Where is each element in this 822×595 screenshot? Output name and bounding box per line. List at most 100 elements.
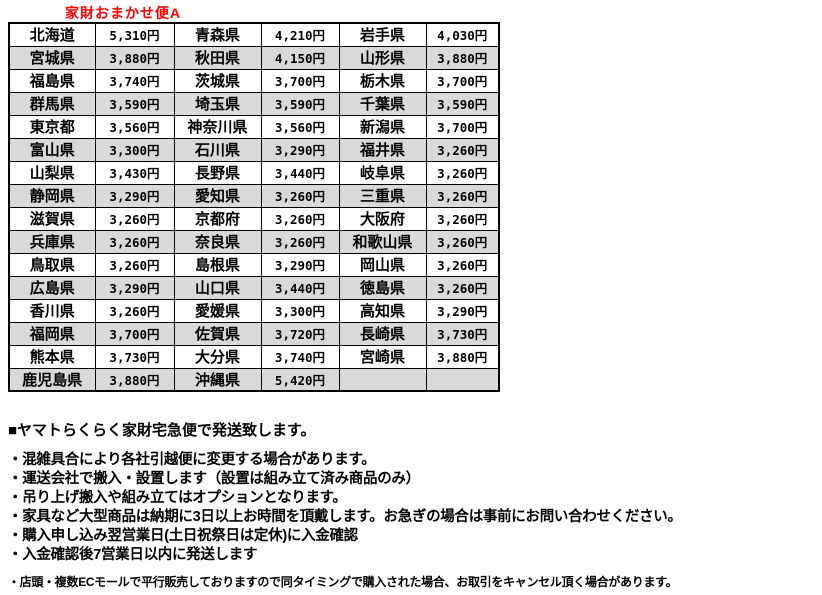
- price-cell: 4,150円: [260, 45, 340, 70]
- prefecture-cell: 石川県: [173, 137, 262, 162]
- prefecture-cell: 愛媛県: [173, 298, 262, 323]
- note-item: ・購入申し込み翌営業日(土日祝祭日は定休)に入金確認: [8, 528, 358, 544]
- note-item: ・家具など大型商品は納期に3日以上お時間を頂戴します。お急ぎの場合は事前にお問い…: [8, 509, 682, 525]
- prefecture-cell: 富山県: [8, 137, 96, 162]
- price-cell: 3,260円: [94, 206, 175, 231]
- price-cell: 3,260円: [425, 137, 500, 162]
- prefecture-cell: 群馬県: [8, 91, 96, 116]
- prefecture-cell: 長崎県: [338, 321, 427, 346]
- price-cell: [425, 367, 500, 392]
- price-cell: 3,880円: [425, 45, 500, 70]
- prefecture-cell: 福井県: [338, 137, 427, 162]
- price-cell: 3,260円: [260, 229, 340, 254]
- prefecture-cell: 島根県: [173, 252, 262, 277]
- price-cell: 3,740円: [260, 344, 340, 369]
- prefecture-cell: 茨城県: [173, 68, 262, 93]
- prefecture-cell: 山形県: [338, 45, 427, 70]
- price-cell: 3,260円: [425, 206, 500, 231]
- prefecture-cell: 東京都: [8, 114, 96, 139]
- price-cell: 3,300円: [94, 137, 175, 162]
- table-row: 群馬県 3,590円 埼玉県 3,590円 千葉県 3,590円: [8, 91, 500, 116]
- table-row: 富山県 3,300円 石川県 3,290円 福井県 3,260円: [8, 137, 500, 162]
- prefecture-cell: 沖縄県: [173, 367, 262, 392]
- price-cell: 3,440円: [260, 160, 340, 185]
- table-row: 北海道 5,310円 青森県 4,210円 岩手県 4,030円: [8, 22, 500, 47]
- prefecture-cell: 静岡県: [8, 183, 96, 208]
- prefecture-cell: 奈良県: [173, 229, 262, 254]
- table-row: 広島県 3,290円 山口県 3,440円 徳島県 3,260円: [8, 275, 500, 300]
- price-cell: 3,260円: [425, 160, 500, 185]
- price-cell: 3,720円: [260, 321, 340, 346]
- prefecture-cell: 京都府: [173, 206, 262, 231]
- prefecture-cell: 徳島県: [338, 275, 427, 300]
- price-cell: 3,430円: [94, 160, 175, 185]
- price-cell: 3,260円: [260, 183, 340, 208]
- prefecture-cell: 佐賀県: [173, 321, 262, 346]
- note-item: ・混雑具合により各社引越便に変更する場合があります。: [8, 452, 376, 468]
- table-title: 家財おまかせ便A: [65, 5, 182, 21]
- prefecture-cell: 鳥取県: [8, 252, 96, 277]
- prefecture-cell: 兵庫県: [8, 229, 96, 254]
- prefecture-cell: 岡山県: [338, 252, 427, 277]
- prefecture-cell: 高知県: [338, 298, 427, 323]
- price-cell: 4,030円: [425, 22, 500, 47]
- table-row: 鹿児島県 3,880円 沖縄県 5,420円: [8, 367, 500, 392]
- price-cell: 3,290円: [94, 275, 175, 300]
- price-cell: 3,300円: [260, 298, 340, 323]
- price-cell: 3,560円: [260, 114, 340, 139]
- price-cell: 3,260円: [425, 183, 500, 208]
- prefecture-cell: [338, 367, 427, 392]
- price-cell: 5,310円: [94, 22, 175, 47]
- table-row: 福島県 3,740円 茨城県 3,700円 栃木県 3,700円: [8, 68, 500, 93]
- prefecture-cell: 千葉県: [338, 91, 427, 116]
- price-cell: 3,440円: [260, 275, 340, 300]
- price-cell: 3,880円: [94, 367, 175, 392]
- prefecture-cell: 新潟県: [338, 114, 427, 139]
- price-cell: 3,260円: [425, 275, 500, 300]
- price-cell: 3,290円: [260, 252, 340, 277]
- prefecture-cell: 大分県: [173, 344, 262, 369]
- price-cell: 4,210円: [260, 22, 340, 47]
- prefecture-cell: 山梨県: [8, 160, 96, 185]
- prefecture-cell: 栃木県: [338, 68, 427, 93]
- prefecture-cell: 埼玉県: [173, 91, 262, 116]
- prefecture-cell: 山口県: [173, 275, 262, 300]
- table-row: 鳥取県 3,260円 島根県 3,290円 岡山県 3,260円: [8, 252, 500, 277]
- price-cell: 3,260円: [94, 298, 175, 323]
- prefecture-cell: 岩手県: [338, 22, 427, 47]
- price-cell: 3,260円: [94, 252, 175, 277]
- prefecture-cell: 青森県: [173, 22, 262, 47]
- price-cell: 3,260円: [425, 252, 500, 277]
- prefecture-cell: 秋田県: [173, 45, 262, 70]
- note-item: ・運送会社で搬入・設置します（設置は組み立て済み商品のみ）: [8, 471, 420, 487]
- table-row: 滋賀県 3,260円 京都府 3,260円 大阪府 3,260円: [8, 206, 500, 231]
- notes-heading: ■ヤマトらくらく家財宅急便で発送致します。: [8, 422, 316, 439]
- prefecture-cell: 宮崎県: [338, 344, 427, 369]
- note-item: ・吊り上げ搬入や組み立てはオプションとなります。: [8, 490, 347, 506]
- table-row: 山梨県 3,430円 長野県 3,440円 岐阜県 3,260円: [8, 160, 500, 185]
- price-cell: 3,590円: [94, 91, 175, 116]
- table-row: 宮城県 3,880円 秋田県 4,150円 山形県 3,880円: [8, 45, 500, 70]
- price-cell: 3,290円: [425, 298, 500, 323]
- price-cell: 3,260円: [260, 206, 340, 231]
- price-cell: 3,700円: [425, 114, 500, 139]
- price-cell: 5,420円: [260, 367, 340, 392]
- price-cell: 3,730円: [94, 344, 175, 369]
- prefecture-cell: 福岡県: [8, 321, 96, 346]
- notes-footnote: ・店頭・複数ECモールで平行販売しておりますので同タイミングで購入された場合、お…: [8, 575, 678, 589]
- prefecture-cell: 大阪府: [338, 206, 427, 231]
- table-row: 熊本県 3,730円 大分県 3,740円 宮崎県 3,880円: [8, 344, 500, 369]
- table-row: 福岡県 3,700円 佐賀県 3,720円 長崎県 3,730円: [8, 321, 500, 346]
- price-cell: 3,290円: [260, 137, 340, 162]
- price-cell: 3,290円: [94, 183, 175, 208]
- price-cell: 3,590円: [425, 91, 500, 116]
- price-cell: 3,260円: [94, 229, 175, 254]
- prefecture-cell: 広島県: [8, 275, 96, 300]
- price-cell: 3,590円: [260, 91, 340, 116]
- prefecture-cell: 岐阜県: [338, 160, 427, 185]
- prefecture-cell: 和歌山県: [338, 229, 427, 254]
- prefecture-cell: 福島県: [8, 68, 96, 93]
- shipping-fee-table: 北海道 5,310円 青森県 4,210円 岩手県 4,030円 宮城県 3,880円 秋田県 4…: [8, 22, 500, 392]
- price-cell: 3,700円: [260, 68, 340, 93]
